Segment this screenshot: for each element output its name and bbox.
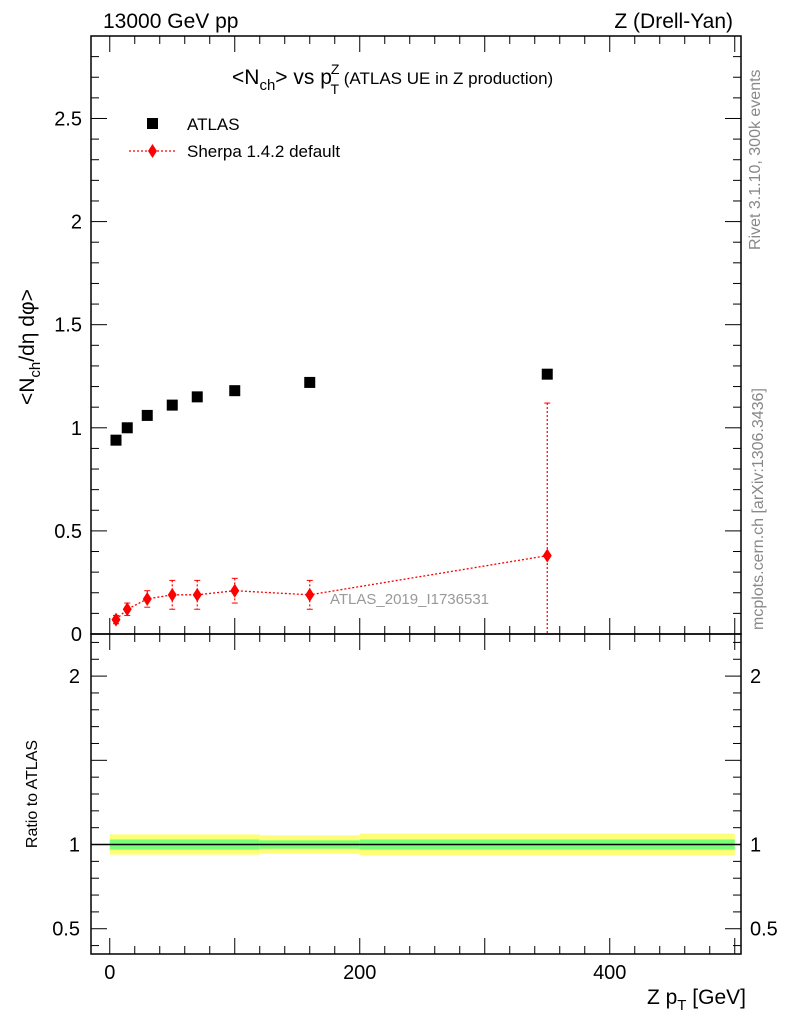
- analysis-watermark: ATLAS_2019_I1736531: [330, 591, 489, 608]
- atlas-point: [166, 399, 178, 411]
- header-left: 13000 GeV pp: [103, 10, 238, 33]
- xtick-label: 400: [593, 962, 626, 984]
- atlas-point: [304, 376, 316, 388]
- ratio-ytick-label: 0.5: [52, 919, 80, 941]
- atlas-point: [191, 391, 203, 403]
- main-ytick-label: 0: [71, 624, 82, 646]
- sherpa-point: [305, 587, 315, 602]
- main-ytick-label: 1: [71, 418, 82, 440]
- rivet-label: Rivet 3.1.10, 300k events: [747, 69, 764, 250]
- main-axis-ticks: [91, 35, 741, 635]
- mcplots-label: mcplots.cern.ch [arXiv:1306.3436]: [750, 388, 767, 630]
- main-ytick-label: 0.5: [54, 521, 82, 543]
- plot-title: <Nch> vs pZ T (ATLAS UE in Z production): [232, 61, 553, 97]
- sherpa-point: [192, 587, 202, 602]
- atlas-point: [541, 368, 553, 380]
- legend-atlas-marker: [147, 118, 158, 129]
- ratio-ytick-label: 1: [69, 835, 80, 857]
- atlas-point: [141, 409, 153, 421]
- main-y-axis-label: <Nch/dη dφ>: [16, 289, 44, 405]
- ratio-tick-labels: 0.5 0.5 1 1 2 2 0 200 400: [52, 666, 778, 984]
- ratio-ytick-label: 2: [69, 666, 80, 688]
- ratio-y-axis-label: Ratio to ATLAS: [24, 740, 41, 848]
- atlas-point: [121, 422, 133, 434]
- legend-sherpa-label: Sherpa 1.4.2 default: [187, 142, 340, 161]
- ratio-axis-ticks: [91, 634, 741, 954]
- main-data-marks: [110, 368, 553, 634]
- ratio-data-marks: [91, 833, 741, 856]
- sherpa-point: [122, 602, 132, 617]
- sherpa-point: [142, 591, 152, 606]
- main-ytick-label: 2.5: [54, 108, 82, 130]
- ratio-panel: 0.5 0.5 1 1 2 2 0 200 400 Ratio to ATLAS Z pT [G…: [24, 633, 778, 1014]
- atlas-point: [110, 434, 122, 446]
- ratio-frame: [90, 633, 742, 955]
- main-ytick-label: 2: [71, 212, 82, 234]
- atlas-point: [229, 385, 241, 397]
- sherpa-point: [542, 548, 552, 563]
- legend-sherpa-marker: [148, 144, 157, 158]
- ratio-ytick-label-right: 2: [750, 666, 761, 688]
- x-axis-label: Z pT [GeV]: [647, 986, 746, 1014]
- main-panel: 0 0.5 1 1.5 2 2.5 <Nch/dη dφ> <Nch> vs pZ T (A…: [16, 35, 742, 646]
- xtick-label: 200: [343, 962, 376, 984]
- sherpa-line: [115, 555, 548, 621]
- sherpa-point: [111, 612, 121, 627]
- main-ytick-label: 1.5: [54, 315, 82, 337]
- ratio-ytick-label-right: 0.5: [750, 919, 778, 941]
- ratio-ytick-label-right: 1: [750, 835, 761, 857]
- sherpa-point: [230, 583, 240, 598]
- main-ytick-labels: 0 0.5 1 1.5 2 2.5: [54, 108, 82, 646]
- header-right: Z (Drell-Yan): [614, 10, 733, 33]
- legend-atlas-label: ATLAS: [187, 115, 240, 134]
- sherpa-point: [167, 587, 177, 602]
- xtick-label: 0: [104, 962, 115, 984]
